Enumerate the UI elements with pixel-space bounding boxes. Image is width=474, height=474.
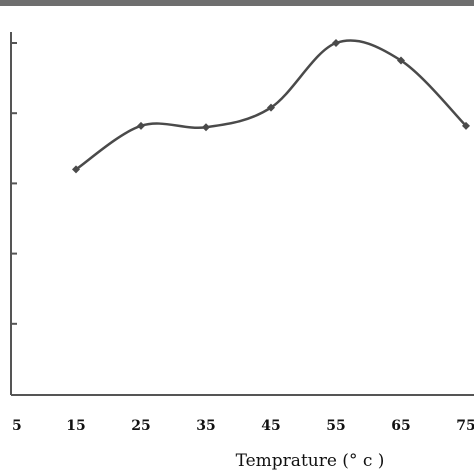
x-tick-label: 5 <box>12 418 22 434</box>
data-point <box>462 121 470 130</box>
x-tick-label: 65 <box>391 418 410 434</box>
data-point <box>397 56 405 65</box>
data-point <box>267 103 275 112</box>
x-tick-label: 45 <box>261 418 280 434</box>
data-point <box>332 39 340 47</box>
x-tick-label: 35 <box>196 418 215 434</box>
data-point <box>202 123 210 132</box>
chart-top-border <box>0 0 474 6</box>
data-point <box>137 121 145 130</box>
x-tick-label: 25 <box>131 418 150 434</box>
data-point <box>72 165 80 174</box>
x-tick-label: 75 <box>456 418 474 434</box>
x-tick-label: 15 <box>66 418 85 434</box>
x-tick-label: 55 <box>326 418 345 434</box>
x-axis-title: Temprature (° c ) <box>236 451 385 471</box>
